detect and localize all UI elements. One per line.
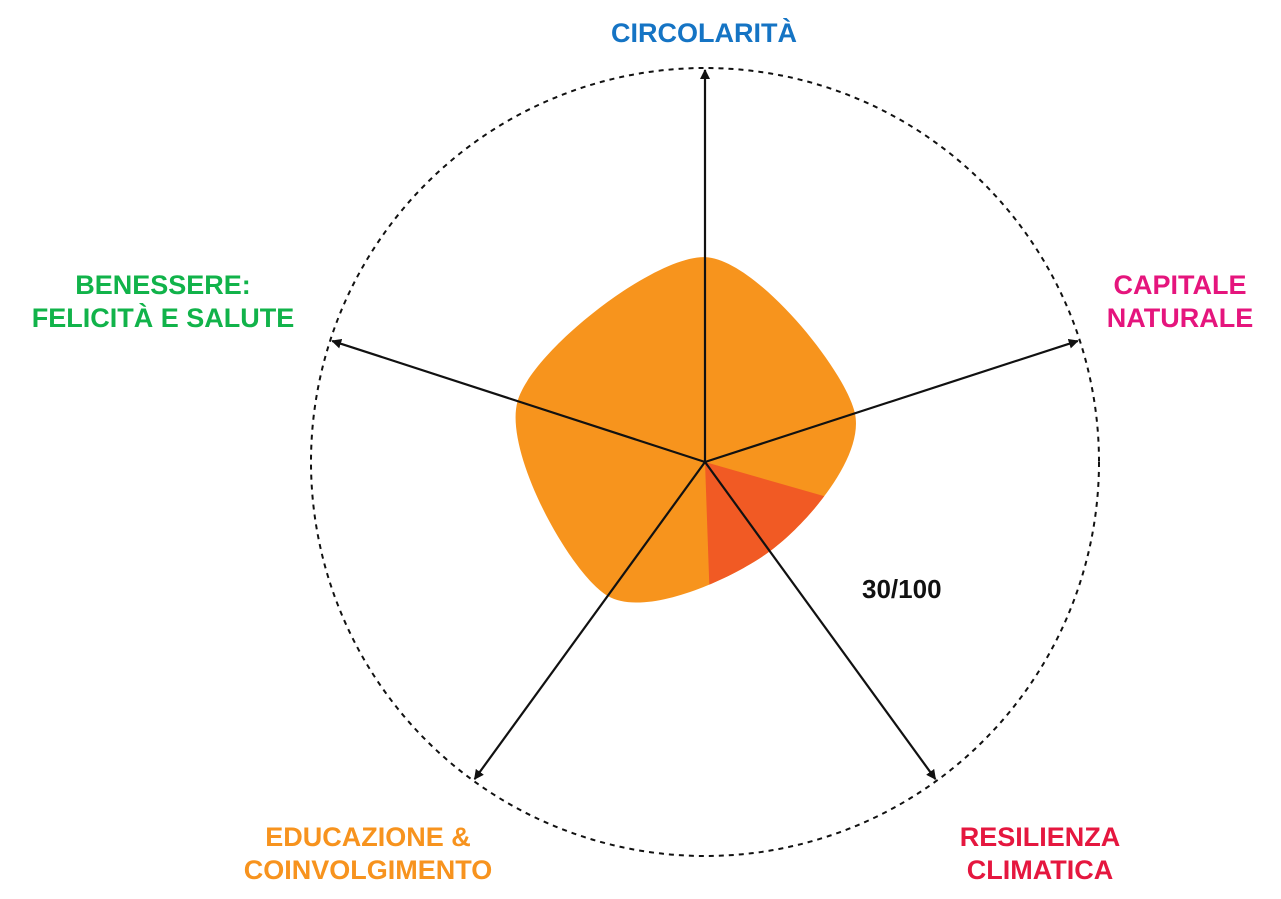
radar-axes (331, 69, 1079, 780)
axis-label-line: CAPITALE (1114, 270, 1247, 300)
axis-label-line: FELICITÀ E SALUTE (32, 302, 295, 333)
axis-label-line: CLIMATICA (967, 855, 1113, 885)
radar-highlight-sector (705, 462, 856, 603)
axis-educazione (473, 461, 706, 780)
axis-benessere (331, 338, 706, 464)
axis-label-benessere: BENESSERE: FELICITÀ E SALUTE (32, 270, 295, 333)
axis-label-circolarita: CIRCOLARITÀ (611, 17, 797, 48)
axis-label-line: EDUCAZIONE & (265, 822, 471, 852)
axis-label-line: NATURALE (1107, 303, 1253, 333)
outer-dashed-circle (310, 67, 1100, 857)
axis-resilienza (704, 461, 937, 780)
axis-capitale (704, 338, 1079, 464)
axis-label-line: COINVOLGIMENTO (244, 855, 493, 885)
axis-label-resilienza: RESILIENZA CLIMATICA (960, 822, 1121, 885)
score-label: 30/100 (862, 574, 942, 604)
axis-label-capitale: CAPITALE NATURALE (1107, 270, 1253, 333)
axis-label-educazione: EDUCAZIONE & COINVOLGIMENTO (244, 822, 493, 885)
axis-labels: CIRCOLARITÀ CAPITALE NATURALE RESILIENZA CLI… (32, 17, 1253, 885)
axis-label-line: RESILIENZA (960, 822, 1121, 852)
radar-shape-layer (515, 257, 856, 603)
axis-label-line: BENESSERE: (75, 270, 251, 300)
axis-label-line: CIRCOLARITÀ (611, 17, 797, 48)
